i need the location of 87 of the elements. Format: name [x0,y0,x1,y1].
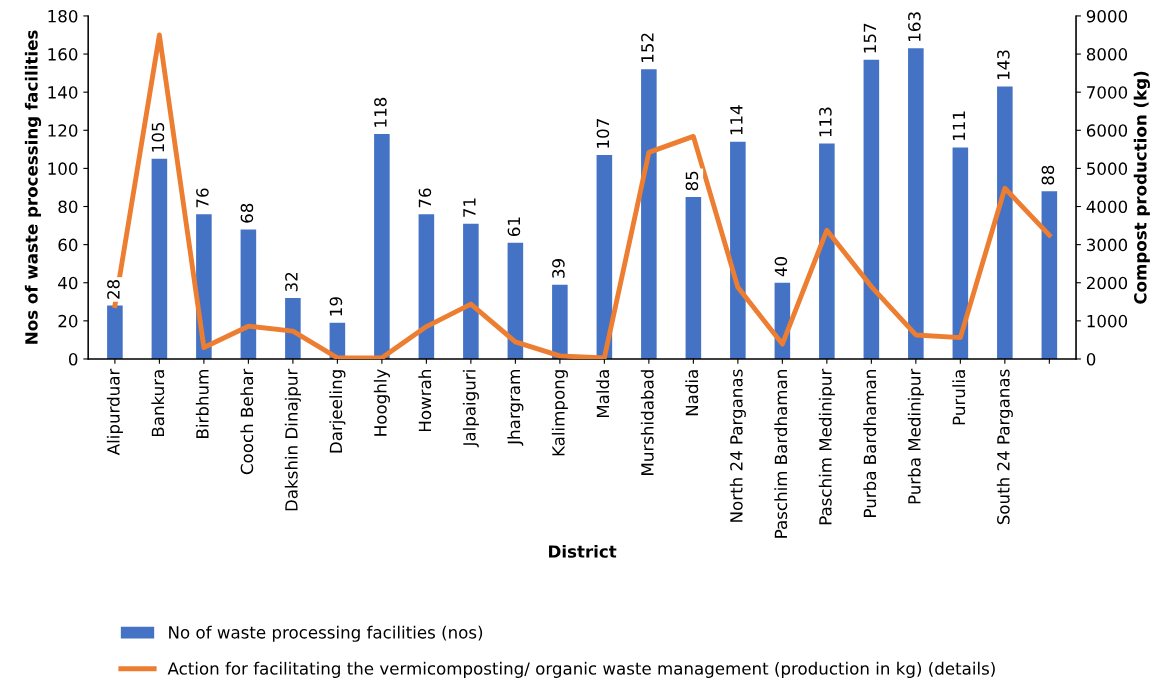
x-tick-label: Cooch Behar [240,368,254,475]
bar [151,158,168,359]
bar [730,141,746,359]
y-tick-label: 20 [58,314,78,328]
y2-tick-label: 6000 [1086,124,1128,137]
y-axis-title: Nos of waste processing facilities [24,30,42,344]
data-label: 71 [463,198,476,217]
bar [596,155,613,359]
y-tick-label: 60 [58,238,78,252]
data-label: 28 [107,279,120,299]
bar [685,196,702,359]
y2-tick-label: 0 [1086,352,1096,366]
data-label: 143 [997,50,1010,80]
y-tick-label: 40 [58,276,78,290]
data-label: 163 [908,12,921,41]
data-label: 85 [685,171,699,191]
y2-axis-title: Compost production (kg) [1133,71,1150,304]
x-tick-label: Howrah [418,370,432,432]
x-tick-label: Birbhum [195,370,209,438]
y-tick-label: 180 [48,9,78,23]
bar [863,59,880,359]
bar [552,284,568,359]
x-axis-title: District [549,544,617,558]
x-tick-label: Dakshin Dinajpur [284,368,301,511]
x-tick-label: Kalimpong [551,370,568,456]
bar [641,69,657,359]
x-tick-label: Paschim Bardhaman [774,370,788,538]
data-label: 107 [596,119,610,148]
y-tick-label: 0 [68,352,78,366]
bar [240,229,257,359]
x-tick-label: Alipurduar [106,368,123,456]
x-tick-label: North 24 Parganas [729,369,746,522]
bar [908,48,924,359]
y2-tick-label: 8000 [1086,48,1128,61]
legend-label: Action for facilitating the vermicomposting/ organic waste management (production in kg) (details) [167,661,995,678]
data-label: 61 [507,217,521,236]
data-label: 113 [819,107,832,137]
y2-tick-label: 3000 [1087,238,1128,252]
y2-tick-label: 4000 [1086,200,1128,214]
x-tick-label: Bankura [151,370,165,437]
x-tick-label: Paschim Medinipur [818,368,835,525]
x-tick-label: Purulia [952,370,966,425]
data-label: 32 [285,272,298,292]
bar [374,134,390,359]
x-tick-label: Murshidabad [640,370,654,475]
bar [819,143,835,359]
y-tick-label: 80 [58,200,78,214]
data-label: 157 [863,23,877,53]
x-tick-label: Jalpaiguri [462,370,479,448]
data-label: 118 [374,97,387,127]
data-label: 76 [196,188,209,208]
y2-tick-label: 9000 [1086,9,1128,23]
bar [418,214,435,359]
y-tick-label: 120 [48,124,78,137]
bar [507,242,524,359]
data-label: 152 [641,33,654,62]
x-tick-label: Hooghly [373,369,390,436]
x-tick-label: Jhargram [507,370,524,446]
data-label: 19 [329,297,343,316]
x-tick-label: Nadia [685,370,699,416]
legend-label: No of waste processing facilities (nos) [169,625,483,642]
y2-tick-label: 2000 [1086,276,1128,290]
x-tick-label: Malda [596,370,610,418]
bar [952,147,969,359]
y-tick-label: 140 [48,86,78,99]
x-tick-label: South 24 Parganas [996,369,1013,525]
bar [463,223,479,359]
bar [285,297,301,359]
data-label: 88 [1041,165,1055,185]
bar [997,86,1013,359]
data-label: 68 [240,203,254,223]
data-label: 111 [952,111,965,141]
bar [107,305,123,359]
data-label: 39 [552,259,565,278]
y2-tick-label: 7000 [1087,86,1128,99]
y2-tick-label: 5000 [1087,162,1128,175]
bar [1041,191,1058,359]
x-tick-label: Darjeeling [329,370,346,453]
y-tick-label: 100 [48,162,78,175]
x-tick-label: Purba Bardhaman [863,370,877,517]
data-label: 114 [730,105,743,135]
y-tick-label: 160 [48,48,78,61]
y2-tick-label: 1000 [1087,314,1128,328]
data-label: 76 [418,188,432,208]
x-tick-label: Purba Medinipur [907,368,924,504]
data-label: 105 [151,122,165,152]
data-label: 40 [774,257,788,277]
